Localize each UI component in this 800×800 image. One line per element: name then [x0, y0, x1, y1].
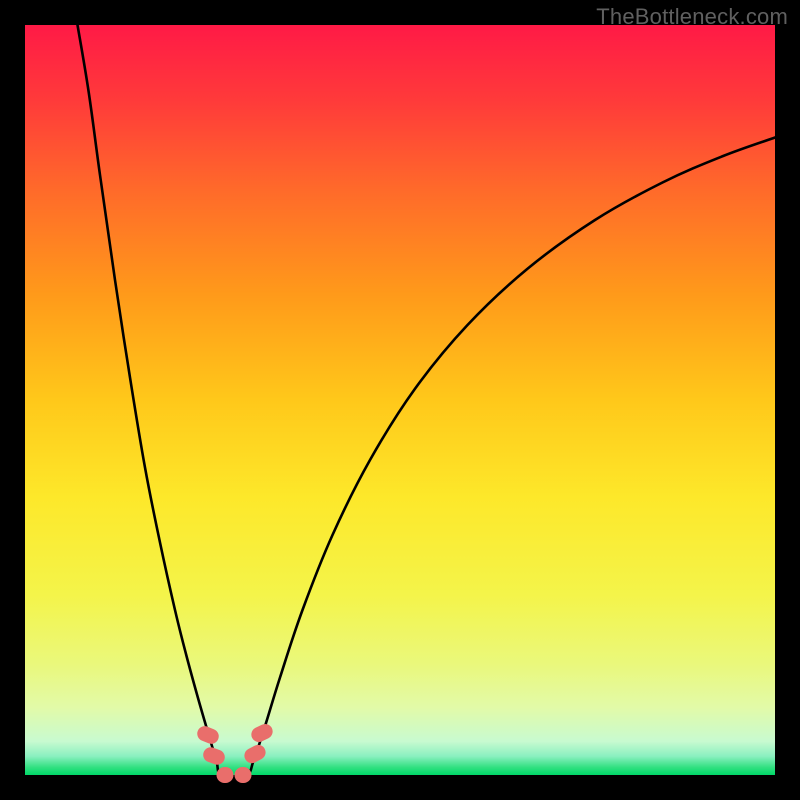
plot-area [25, 25, 775, 775]
watermark-text: TheBottleneck.com [596, 4, 788, 30]
marker-trough-1 [216, 767, 233, 783]
marker-trough-2 [234, 767, 251, 783]
chart-frame: TheBottleneck.com [0, 0, 800, 800]
bottleneck-curve [25, 25, 775, 775]
